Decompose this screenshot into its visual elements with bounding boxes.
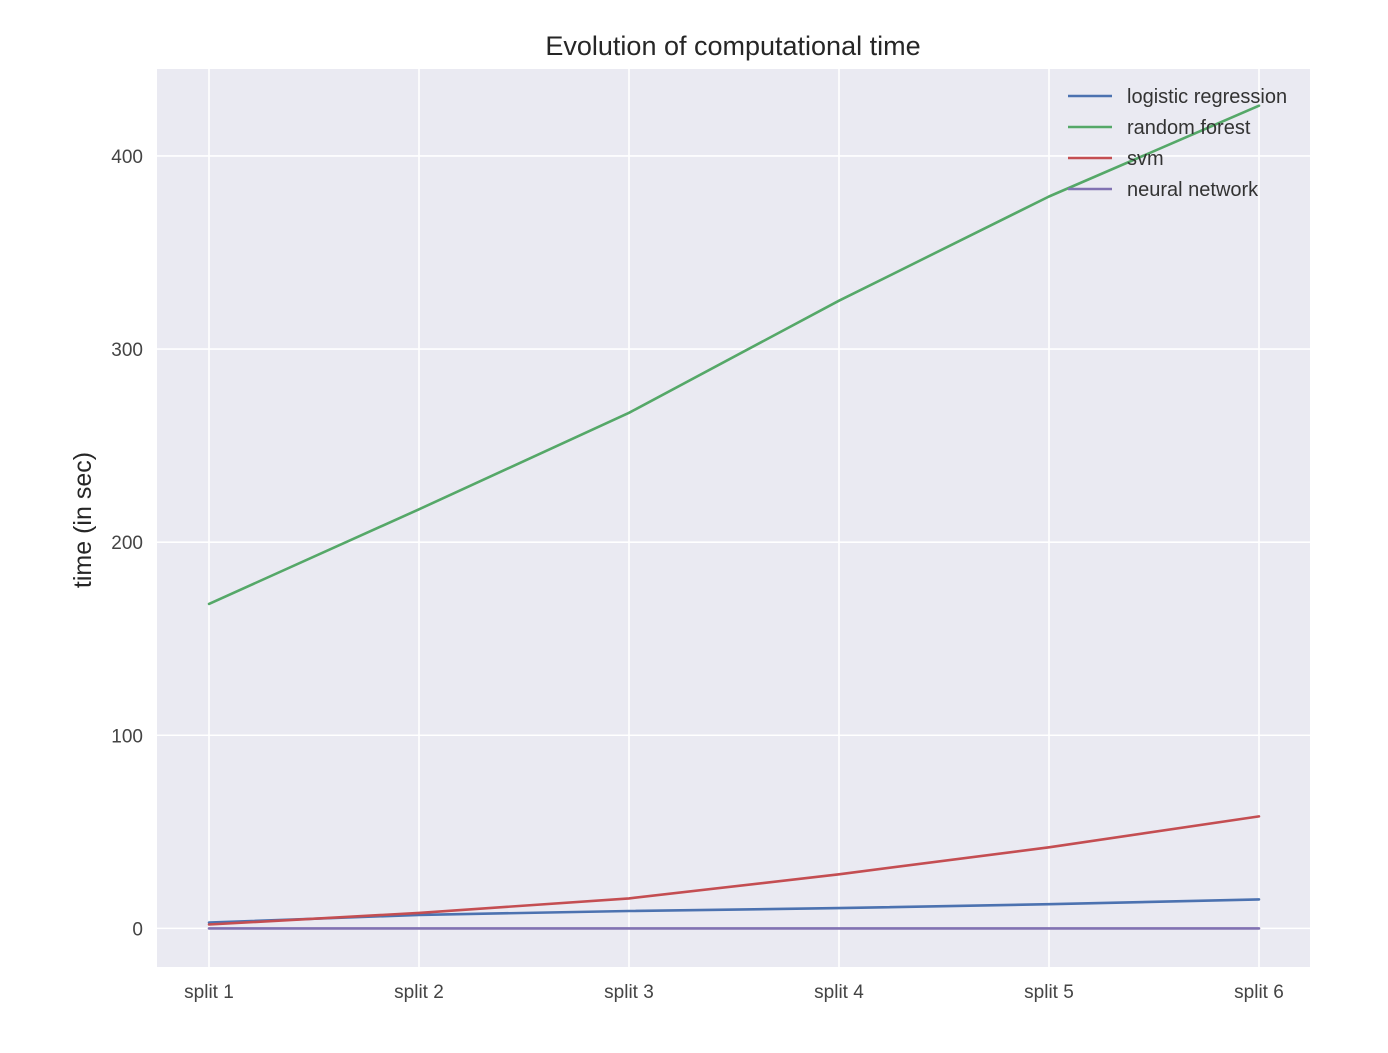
y-tick-label: 400 [111, 147, 143, 168]
legend-label-neural-network: neural network [1127, 179, 1259, 201]
legend-label-random-forest: random forest [1127, 117, 1251, 139]
y-axis-label: time (in sec) [69, 452, 97, 588]
chart-title: Evolution of computational time [545, 31, 920, 61]
plot-background [157, 69, 1310, 967]
series-line-svm [207, 815, 1261, 926]
legend-label-logistic-regression: logistic regression [1127, 86, 1287, 108]
y-tick-label: 100 [111, 726, 143, 747]
x-tick-label: split 4 [814, 982, 864, 1003]
x-tick-label: split 2 [394, 982, 444, 1003]
y-tick-label: 0 [132, 919, 143, 940]
series-lines [207, 104, 1261, 930]
series-line-logistic-regression [207, 898, 1261, 924]
x-tick-label: split 6 [1234, 982, 1284, 1003]
y-tick-label: 200 [111, 533, 143, 554]
x-tick-label: split 1 [184, 982, 234, 1003]
legend-label-svm: svm [1127, 148, 1164, 170]
series-line-random-forest [207, 104, 1261, 606]
x-tick-label: split 3 [604, 982, 654, 1003]
y-tick-label: 300 [111, 340, 143, 361]
legend: logistic regression random forest svm neura… [1068, 86, 1287, 201]
y-tick-labels: 0 100 200 300 400 [111, 147, 143, 940]
x-tick-labels: split 1 split 2 split 3 split 4 split 5 split… [184, 982, 1284, 1003]
x-tick-label: split 5 [1024, 982, 1074, 1003]
